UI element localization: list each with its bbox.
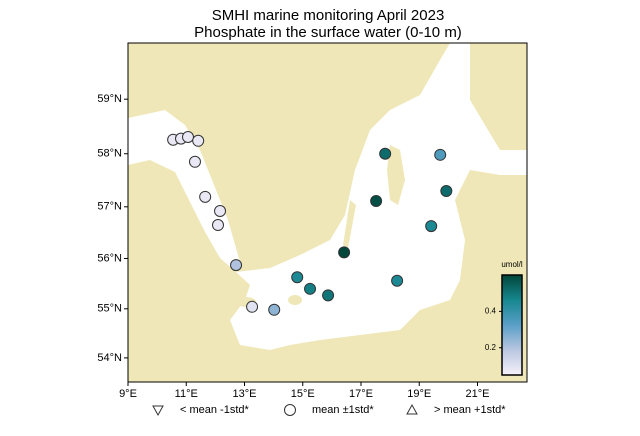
x-tick-label: 19°E — [407, 388, 431, 400]
legend-symbol — [406, 403, 418, 415]
subtitle: Phosphate in the surface water (0-10 m) — [194, 24, 462, 41]
legend-label: < mean -1std* — [180, 404, 250, 416]
basemap — [128, 43, 527, 382]
legend-label: > mean +1std* — [434, 404, 506, 416]
y-tick-label: 58°N — [97, 148, 122, 160]
station — [211, 219, 224, 232]
y-tick-label: 59°N — [97, 93, 122, 105]
station — [199, 190, 212, 203]
oland — [343, 200, 356, 248]
x-tick-label: 9°E — [119, 388, 137, 400]
x-tick-label: 21°E — [465, 388, 489, 400]
x-tick-label: 11°E — [175, 388, 198, 400]
y-tick-label: 57°N — [97, 201, 122, 213]
bornholm — [288, 295, 302, 305]
y-tick-label: 55°N — [97, 303, 122, 315]
kattegat — [128, 110, 240, 272]
gotland — [387, 145, 405, 205]
station — [304, 282, 317, 295]
station — [214, 204, 227, 217]
station — [230, 259, 243, 272]
station — [192, 134, 205, 147]
x-tick-label: 17°E — [349, 388, 373, 400]
station — [291, 271, 304, 284]
legend-symbol — [284, 404, 296, 416]
y-tick-label: 54°N — [97, 352, 122, 364]
x-tick-label: 13°E — [233, 388, 257, 400]
station — [181, 130, 194, 143]
x-tick-label: 15°E — [291, 388, 315, 400]
station — [379, 147, 392, 160]
zealand — [212, 276, 240, 304]
colorbar-label: umol/l — [501, 260, 523, 269]
station — [246, 300, 259, 313]
station — [425, 220, 438, 233]
colorbar-tick-label: 0.4 — [485, 306, 497, 315]
map-frame — [127, 42, 528, 383]
station — [338, 246, 351, 259]
colorbar-tick-label: 0.2 — [485, 343, 497, 352]
station — [434, 148, 447, 161]
station — [268, 303, 281, 316]
colorbar — [501, 274, 523, 376]
station — [391, 274, 404, 287]
station — [370, 195, 383, 208]
station — [322, 289, 335, 302]
station — [440, 185, 453, 198]
title: SMHI marine monitoring April 2023 — [212, 7, 445, 24]
legend-label: mean ±1std* — [312, 404, 374, 416]
y-tick-label: 56°N — [97, 252, 122, 264]
station — [188, 155, 201, 168]
legend-symbol — [152, 405, 164, 417]
